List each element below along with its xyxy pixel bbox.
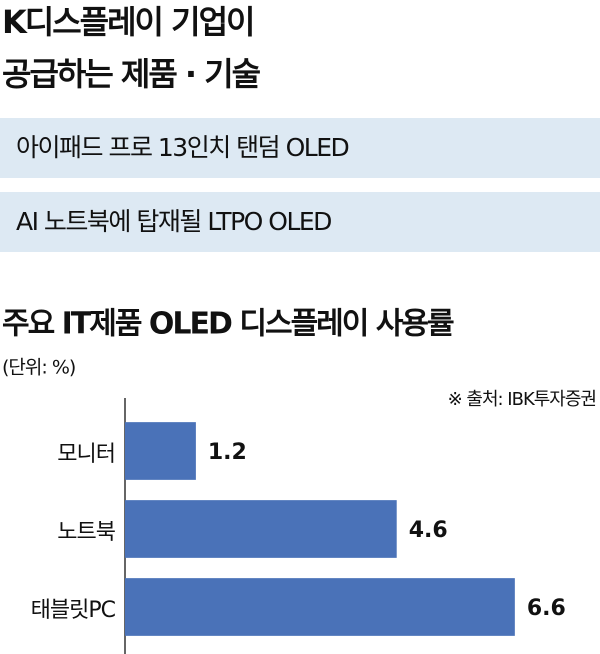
category-label: 모니터 (57, 442, 115, 467)
value-label: 6.6 (527, 596, 566, 621)
category-label: 노트북 (57, 520, 115, 545)
item-box (0, 192, 600, 252)
source: ※ 출처: IBK투자증권 (448, 389, 596, 410)
item-text: AI 노트북에 탑재될 LTPO OLED (16, 207, 331, 236)
bar (125, 578, 515, 636)
bar (125, 500, 397, 558)
value-label: 1.2 (208, 440, 247, 465)
chart-title: 주요 IT제품 OLED 디스플레이 사용률 (2, 307, 454, 342)
item-box (0, 118, 600, 178)
title-line: K디스플레이 기업이 (2, 3, 253, 41)
title-line: 공급하는 제품 · 기술 (2, 55, 261, 93)
value-label: 4.6 (409, 518, 448, 543)
category-label: 태블릿PC (31, 598, 116, 623)
unit-note: (단위: %) (2, 357, 75, 379)
bar (125, 422, 196, 480)
item-text: 아이패드 프로 13인치 탠덤 OLED (16, 133, 349, 162)
